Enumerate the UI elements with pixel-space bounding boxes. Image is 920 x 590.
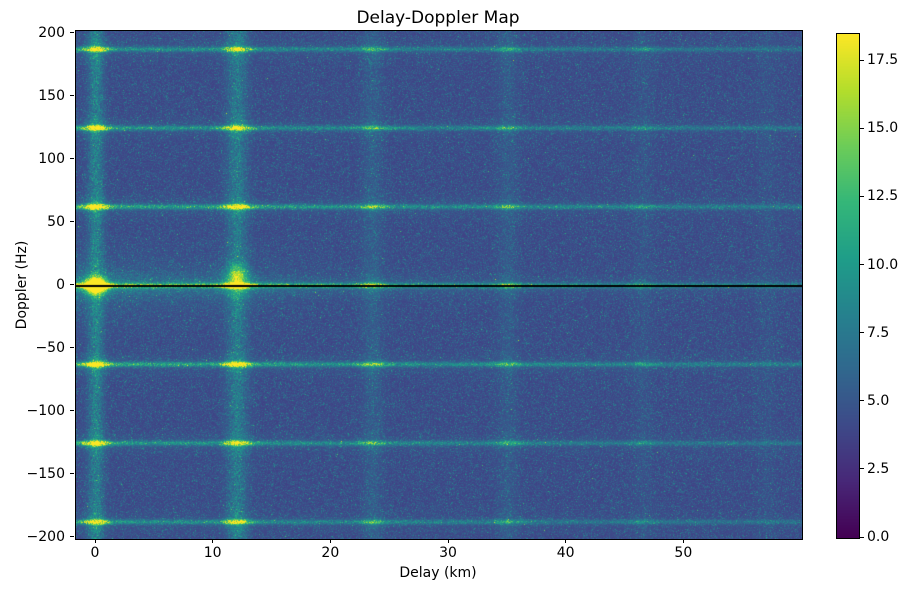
y-tick-label: 200: [38, 24, 65, 41]
x-tick-label: 40: [556, 545, 575, 561]
tick-mark: [860, 264, 864, 266]
colorbar-canvas: [837, 34, 859, 538]
x-tick-label: 10: [203, 545, 222, 561]
y-tick-label: 0: [56, 276, 65, 293]
y-tick-label: −100: [26, 402, 65, 419]
colorbar-tick-label: 17.5: [867, 52, 899, 69]
colorbar-tick-label: 2.5: [867, 460, 890, 477]
tick-mark: [860, 536, 864, 538]
x-axis-label: Delay (km): [399, 565, 477, 581]
tick-mark: [565, 539, 567, 543]
tick-mark: [94, 539, 96, 543]
tick-mark: [860, 195, 864, 197]
chart-title: Delay-Doppler Map: [356, 8, 520, 28]
colorbar-tick-label: 7.5: [867, 324, 890, 341]
tick-mark: [860, 400, 864, 402]
tick-mark: [682, 539, 684, 543]
tick-mark: [860, 59, 864, 61]
tick-mark: [70, 410, 74, 412]
colorbar-tick-label: 5.0: [867, 392, 890, 409]
tick-mark: [70, 32, 74, 34]
colorbar: [836, 33, 860, 539]
tick-mark: [447, 539, 449, 543]
y-tick-label: 100: [38, 150, 65, 167]
y-tick-label: −50: [35, 339, 65, 356]
x-tick-label: 0: [90, 545, 100, 561]
tick-mark: [70, 95, 74, 97]
tick-mark: [70, 221, 74, 223]
heatmap-canvas: [76, 31, 802, 539]
y-tick-label: −150: [26, 465, 65, 482]
colorbar-tick-label: 15.0: [867, 120, 899, 137]
tick-mark: [70, 284, 74, 286]
plot-area: [75, 30, 803, 540]
tick-mark: [329, 539, 331, 543]
y-tick-label: −200: [26, 528, 65, 545]
tick-mark: [212, 539, 214, 543]
tick-mark: [70, 158, 74, 160]
x-tick-label: 20: [321, 545, 340, 561]
tick-mark: [70, 536, 74, 538]
tick-mark: [860, 127, 864, 129]
colorbar-tick-label: 10.0: [867, 256, 899, 273]
tick-mark: [70, 473, 74, 475]
x-tick-label: 30: [439, 545, 457, 561]
colorbar-tick-label: 0.0: [867, 529, 890, 545]
y-tick-label: 50: [47, 213, 65, 230]
tick-mark: [860, 332, 864, 334]
tick-mark: [70, 347, 74, 349]
x-tick-label: 50: [674, 545, 693, 561]
tick-mark: [860, 468, 864, 470]
y-tick-label: 150: [38, 87, 65, 104]
colorbar-tick-label: 12.5: [867, 188, 899, 205]
